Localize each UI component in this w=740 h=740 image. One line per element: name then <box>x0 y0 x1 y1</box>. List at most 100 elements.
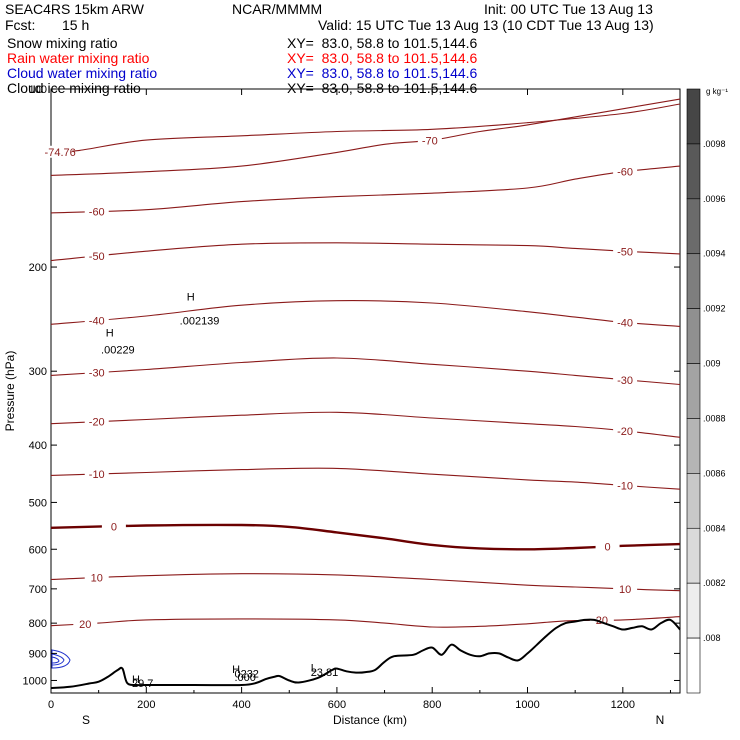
contour-line <box>50 300 681 327</box>
contour-label-bg <box>613 165 638 178</box>
y-tick-label: 300 <box>29 366 47 378</box>
colorbar-label: .0092 <box>703 304 726 314</box>
contour-label: -70 <box>422 135 438 147</box>
colorbar: .0098 .0096 .0094 .0092 .009 .0088 .0086 .0084.… <box>686 88 726 694</box>
extremum-label: 29.7 <box>132 678 153 690</box>
y-tick-label: 200 <box>29 262 47 274</box>
colorbar-label: .008 <box>703 633 721 643</box>
contour-label: -50 <box>89 251 105 263</box>
contour-label: -20 <box>617 426 633 438</box>
init-time: Init: 00 UTC Tue 13 Aug 13 <box>484 1 653 17</box>
x-tick-label: 200 <box>137 699 155 711</box>
colorbar-swatch <box>686 143 701 200</box>
contour-label: -40 <box>89 315 105 327</box>
contour-label-bg <box>589 614 614 627</box>
contour-line <box>50 573 681 592</box>
colorbar-label: .0086 <box>703 468 726 478</box>
x-right-end-label: N <box>656 713 665 727</box>
contour-label-bg <box>613 245 638 258</box>
colorbar-swatch <box>686 253 701 309</box>
contour-label: -60 <box>617 167 633 179</box>
x-tick-label: 0 <box>48 699 54 711</box>
colorbar-swatch <box>686 473 701 529</box>
colorbar-label: .009 <box>703 359 721 369</box>
contour-label: 0 <box>605 541 611 553</box>
contour-label: -60 <box>89 206 105 218</box>
colorbar-swatch <box>686 308 701 364</box>
contour-line <box>50 242 681 262</box>
field-xy-cloud-ice: XY= 83.0, 58.8 to 101.5,144.6 <box>287 80 478 96</box>
x-tick-label: 1200 <box>611 699 635 711</box>
extremum-label: .002139 <box>180 315 220 327</box>
y-tick-label: 800 <box>29 618 47 630</box>
extremum-label: L <box>311 662 317 674</box>
colorbar-label: .0094 <box>703 249 726 259</box>
y-tick-label: 600 <box>29 544 47 556</box>
field-name-cloud-water: Cloud water mixing ratio <box>7 65 158 81</box>
contour-line <box>50 98 681 176</box>
contour-label-bg <box>613 479 638 492</box>
terrain-line <box>50 618 681 690</box>
field-xy-snow: XY= 83.0, 58.8 to 101.5,144.6 <box>287 35 478 51</box>
fcst-value: 15 h <box>62 17 90 33</box>
colorbar-swatch <box>686 363 701 419</box>
fcst-label: Fcst: <box>5 17 36 33</box>
contour-label-bg <box>613 582 638 595</box>
field-name-cloud-ice: Cloud ice mixing ratio <box>7 80 141 96</box>
model-title: SEAC4RS 15km ARW <box>5 1 145 17</box>
contour-label: -30 <box>89 368 105 380</box>
contour-label: 10 <box>91 573 103 585</box>
y-tick-label: 1000 <box>23 675 47 687</box>
x-axis-label: Distance (km) <box>333 713 407 727</box>
field-name-rain: Rain water mixing ratio <box>7 50 150 66</box>
center-name: NCAR/MMMM <box>232 1 323 17</box>
contour-label-bg <box>417 134 442 147</box>
contour-line <box>50 357 681 386</box>
contour-label-bg <box>595 540 620 553</box>
contour-line <box>50 616 681 628</box>
colorbar-swatch <box>686 582 701 639</box>
contour-label-bg <box>613 316 638 329</box>
contour-line <box>50 103 681 153</box>
colorbar-swatch <box>686 88 701 145</box>
x-tick-label: 800 <box>423 699 441 711</box>
contour-label: -74.76 <box>45 147 76 159</box>
y-tick-label: 500 <box>29 497 47 509</box>
plot-frame <box>50 88 681 694</box>
temperature-contours: -74.76 -70 -60 -60 -50 -50 -40 -40 -30 -30 -20 -20 -… <box>45 98 681 631</box>
x-tick-label: 400 <box>232 699 250 711</box>
contour-label: -10 <box>89 469 105 481</box>
x-axis-ticks: 0 200 400 600 800 1000 1200 <box>48 89 671 711</box>
contour-label: 20 <box>79 619 91 631</box>
contour-label-bg <box>84 205 109 218</box>
y-tick-label: 400 <box>29 440 47 452</box>
contour-label: 10 <box>619 584 631 596</box>
contour-line <box>50 411 681 438</box>
field-xy-cloud-water: XY= 83.0, 58.8 to 101.5,144.6 <box>287 65 478 81</box>
contour-label-bg <box>48 145 73 158</box>
colorbar-swatch <box>686 527 701 584</box>
colorbar-label: .0098 <box>703 139 726 149</box>
contour-label-bg <box>84 467 109 480</box>
extremum-label: H <box>132 674 140 686</box>
contour-label: 0 <box>111 521 117 533</box>
colorbar-label: .0084 <box>703 523 726 533</box>
extremum-label: .000 <box>234 672 255 684</box>
colorbar-label: .0082 <box>703 578 726 588</box>
y-tick-label: 100 <box>29 84 47 96</box>
contour-label-bg <box>84 415 109 428</box>
extremum-label: .00229 <box>101 344 135 356</box>
contour-label: -10 <box>617 481 633 493</box>
x-tick-label: 1000 <box>515 699 539 711</box>
valid-time: Valid: 15 UTC Tue 13 Aug 13 (10 CDT Tue … <box>318 17 654 33</box>
colorbar-label: .0088 <box>703 413 726 423</box>
contour-label-bg <box>84 314 109 327</box>
x-left-end-label: S <box>82 713 90 727</box>
cloud-water-contours <box>51 649 71 669</box>
y-axis-label: Pressure (hPa) <box>3 351 17 432</box>
x-tick-label: 600 <box>328 699 346 711</box>
contour-label-bg <box>101 520 126 533</box>
